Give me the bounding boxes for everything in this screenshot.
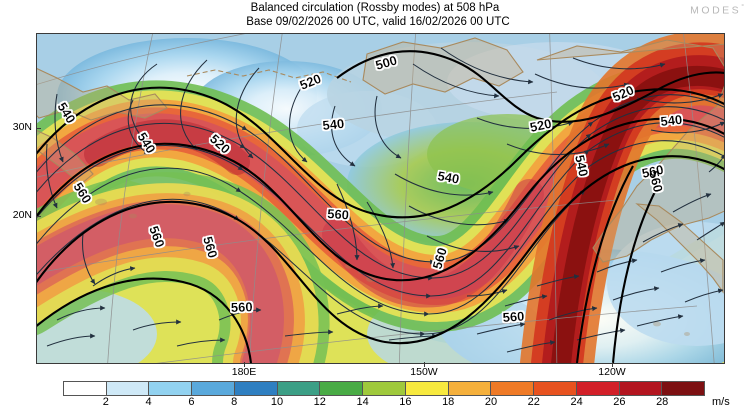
svg-text:540: 540 <box>572 154 591 178</box>
x-axis-tick-120w <box>612 362 613 367</box>
colorbar-tick-4: 4 <box>145 396 152 408</box>
chart-title-block: Balanced circulation (Rossby modes) at 5… <box>0 1 750 29</box>
y-axis-tick-30n <box>36 128 41 129</box>
watermark-text: MODES <box>690 4 742 17</box>
colorbar-tick-labels: 2 4 6 8 10 12 14 16 18 20 22 24 26 28 <box>63 396 705 410</box>
colorbar-band-12 <box>576 382 620 395</box>
colorbar-band-13 <box>619 382 663 395</box>
svg-text:560: 560 <box>502 309 525 325</box>
graticule <box>37 34 715 363</box>
colorbar-unit-label: m/s <box>712 396 730 408</box>
x-axis-tick-180e <box>244 362 245 367</box>
modes-watermark: MODES° <box>690 4 744 17</box>
colorbar-tick-8: 8 <box>231 396 238 408</box>
svg-text:540: 540 <box>436 168 460 187</box>
colorbar-band-8 <box>405 382 449 395</box>
svg-text:560: 560 <box>641 162 665 181</box>
colorbar-tick-20: 20 <box>484 396 498 408</box>
height-contours <box>37 50 724 363</box>
y-axis-tick-20n <box>36 216 41 217</box>
svg-text:520: 520 <box>529 116 553 135</box>
svg-text:560: 560 <box>200 235 220 260</box>
x-axis-label-150w: 150W <box>410 366 438 378</box>
colorbar-tick-16: 16 <box>399 396 412 408</box>
colorbar-tick-18: 18 <box>442 396 455 408</box>
map-svg: 500 520 520 520 520 540 540 540 540 540 … <box>37 34 724 363</box>
colorbar-band-1 <box>106 382 150 395</box>
streamlines <box>37 47 724 353</box>
svg-text:560: 560 <box>327 206 350 222</box>
colorbar-band-10 <box>491 382 535 395</box>
colorbar <box>63 381 705 396</box>
chart-subtitle: Base 09/02/2026 00 UTC, valid 16/02/2026… <box>246 16 510 28</box>
colorbar-band-4 <box>234 382 278 395</box>
colorbar-band-14 <box>662 382 705 395</box>
svg-text:540: 540 <box>322 116 345 133</box>
x-axis-label-180e: 180E <box>231 366 257 378</box>
svg-text:540: 540 <box>660 112 683 129</box>
colorbar-band-0 <box>64 382 107 395</box>
map-plot-area: 500 520 520 520 520 540 540 540 540 540 … <box>36 33 725 364</box>
colorbar-tick-28: 28 <box>656 396 669 408</box>
colorbar-band-3 <box>192 382 235 395</box>
y-axis-label-20n: 20N <box>12 209 32 221</box>
colorbar-tick-6: 6 <box>188 396 195 408</box>
colorbar-band-9 <box>448 382 492 395</box>
svg-text:560: 560 <box>646 169 666 194</box>
colorbar-band-5 <box>277 382 321 395</box>
colorbar-tick-12: 12 <box>313 396 326 408</box>
colorbar-tick-22: 22 <box>527 396 540 408</box>
colorbar-tick-2: 2 <box>102 396 109 408</box>
colorbar-tick-10: 10 <box>270 396 284 408</box>
colorbar-tick-24: 24 <box>570 396 583 408</box>
colorbar-band-11 <box>534 382 577 395</box>
colorbar-band-6 <box>320 382 364 395</box>
colorbar-band-2 <box>149 382 193 395</box>
x-axis-label-120w: 120W <box>598 366 626 378</box>
svg-text:560: 560 <box>231 299 253 315</box>
colorbar-tick-26: 26 <box>613 396 626 408</box>
x-axis-tick-150w <box>424 362 425 367</box>
svg-text:500: 500 <box>374 52 399 72</box>
svg-text:560: 560 <box>429 246 449 271</box>
page-title: Balanced circulation (Rossby modes) at 5… <box>250 2 500 14</box>
colorbar-tick-14: 14 <box>356 396 369 408</box>
svg-text:560: 560 <box>146 224 168 250</box>
colorbar-band-7 <box>363 382 406 395</box>
map-canvas: 500 520 520 520 520 540 540 540 540 540 … <box>37 34 724 363</box>
watermark-mark: ° <box>741 4 744 11</box>
y-axis-label-30n: 30N <box>12 121 32 133</box>
